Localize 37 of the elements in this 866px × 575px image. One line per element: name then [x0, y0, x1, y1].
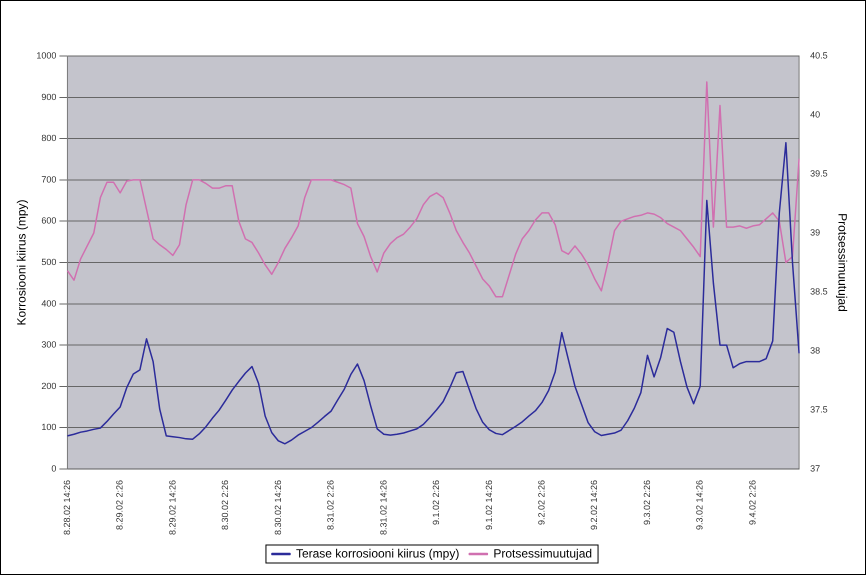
- y-tick-label: 900: [41, 92, 56, 102]
- legend-label: Protsessimuutujad: [493, 546, 592, 560]
- y2-tick-label: 38.5: [810, 286, 828, 296]
- y2-tick-label: 40: [810, 109, 820, 120]
- x-tick-label: 9.3.02 2:26: [642, 480, 652, 525]
- y-axis-title: Korrosiooni kiirus (mpy): [14, 199, 29, 326]
- y2-axis-title: Protsessimuutujad: [835, 213, 850, 312]
- x-tick-label: 9.3.02 14:26: [694, 480, 705, 530]
- y-tick-label: 0: [51, 463, 56, 474]
- y2-tick-label: 37.5: [810, 404, 828, 414]
- x-tick-label: 8.31.02 2:26: [326, 480, 336, 530]
- x-tick-label: 9.2.02 14:26: [589, 480, 600, 530]
- y-tick-label: 700: [41, 174, 56, 184]
- y-tick-label: 800: [41, 133, 56, 144]
- y2-tick-label: 37: [810, 463, 820, 474]
- x-tick-label: 9.1.02 14:26: [484, 480, 494, 530]
- x-tick-label: 8.30.02 2:26: [220, 480, 230, 530]
- y-tick-label: 500: [41, 256, 56, 267]
- x-tick-label: 8.29.02 2:26: [114, 480, 125, 530]
- y-tick-label: 200: [41, 380, 56, 391]
- x-tick-label: 8.29.02 14:26: [167, 480, 178, 536]
- y2-tick-label: 38: [810, 345, 820, 356]
- y-tick-label: 300: [41, 340, 56, 350]
- y-tick-label: 100: [41, 422, 56, 432]
- y-tick-label: 400: [41, 298, 56, 308]
- x-tick-label: 9.1.02 2:26: [431, 480, 442, 525]
- legend-label: Terase korrosiooni kiirus (mpy): [296, 546, 460, 560]
- x-tick-label: 9.2.02 2:26: [536, 480, 546, 525]
- y-tick-label: 600: [41, 216, 56, 226]
- x-tick-label: 9.4.02 2:26: [747, 480, 758, 525]
- x-tick-label: 8.30.02 14:26: [272, 480, 283, 536]
- x-tick-label: 8.31.02 14:26: [378, 480, 388, 536]
- y2-tick-label: 40.5: [810, 50, 828, 60]
- y2-tick-label: 39: [810, 227, 820, 238]
- y2-tick-label: 39.5: [810, 168, 828, 178]
- y-tick-label: 1000: [36, 50, 56, 60]
- x-tick-label: 8.28.02 14:26: [62, 480, 72, 536]
